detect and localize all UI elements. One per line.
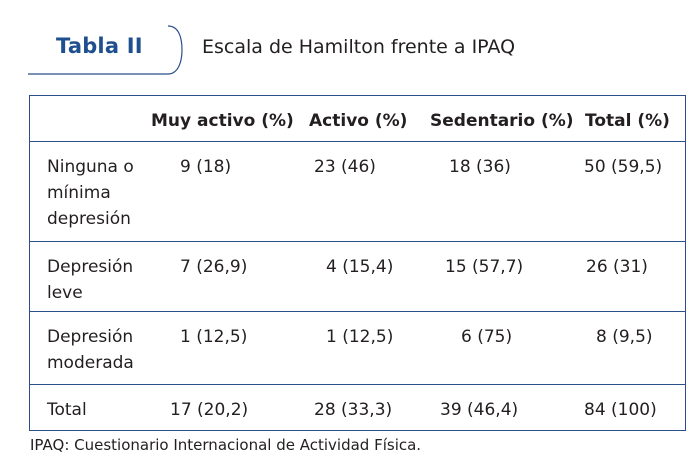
table-cell: 1 (12,5) <box>326 327 394 347</box>
column-header-total: Total (%) <box>585 111 670 131</box>
row-label-leve: Depresión leve <box>47 254 133 306</box>
table-cell: 28 (33,3) <box>314 400 393 420</box>
table-tag-badge <box>28 25 183 75</box>
table-cell: 1 (12,5) <box>180 327 248 347</box>
table-cell: 23 (46) <box>314 157 376 177</box>
table-cell: 84 (100) <box>584 400 657 420</box>
table-cell: 4 (15,4) <box>326 257 394 277</box>
table-footnote: IPAQ: Cuestionario Internacional de Acti… <box>30 436 422 454</box>
row-label-line: moderada <box>47 353 134 373</box>
table-cell: 18 (36) <box>449 157 511 177</box>
table-cell: 7 (26,9) <box>180 257 248 277</box>
row-divider <box>29 311 686 312</box>
table-cell: 15 (57,7) <box>445 257 524 277</box>
column-header-sedentario: Sedentario (%) <box>430 111 574 131</box>
header-divider <box>29 141 686 142</box>
row-label-line: Depresión <box>47 327 134 347</box>
table-cell: 17 (20,2) <box>170 400 249 420</box>
table-frame <box>29 95 686 431</box>
table-title: Escala de Hamilton frente a IPAQ <box>202 36 516 58</box>
row-label-line: leve <box>47 283 83 303</box>
table-tag-label: Tabla II <box>56 34 143 58</box>
table-cell: 6 (75) <box>461 327 513 347</box>
column-header-activo: Activo (%) <box>309 111 408 131</box>
row-label-ninguna: Ninguna o mínima depresión <box>47 154 134 232</box>
column-header-muy-activo: Muy activo (%) <box>151 111 294 131</box>
row-label-line: mínima <box>47 183 111 203</box>
table-cell: 26 (31) <box>586 257 648 277</box>
table-cell: 39 (46,4) <box>440 400 519 420</box>
table-cell: 9 (18) <box>180 157 232 177</box>
row-divider <box>29 241 686 242</box>
row-divider <box>29 384 686 385</box>
row-label-total: Total <box>47 400 87 420</box>
row-label-moderada: Depresión moderada <box>47 324 134 376</box>
row-label-line: Ninguna o <box>47 157 134 177</box>
table-cell: 50 (59,5) <box>584 157 663 177</box>
row-label-line: Depresión <box>47 257 134 277</box>
table-cell: 8 (9,5) <box>596 327 653 347</box>
row-label-line: depresión <box>47 209 131 229</box>
